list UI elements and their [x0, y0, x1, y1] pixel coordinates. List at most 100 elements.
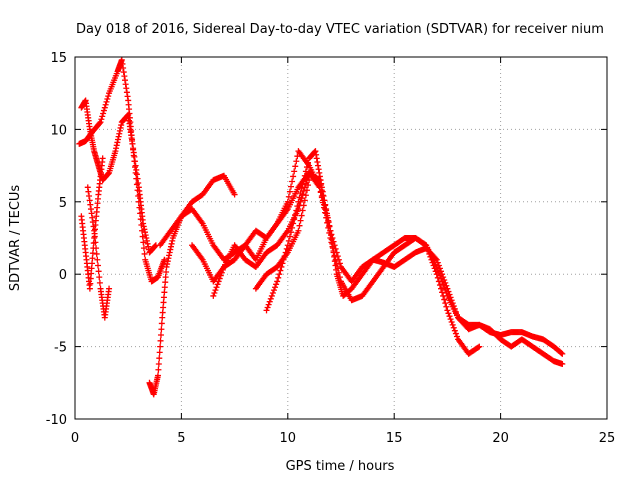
- data-point: [439, 289, 446, 296]
- data-point: [302, 192, 309, 199]
- x-tick-label: 0: [71, 431, 79, 446]
- data-point: [443, 282, 450, 289]
- data-point: [95, 268, 102, 275]
- data-point: [86, 285, 93, 292]
- data-point: [434, 274, 441, 281]
- data-point: [323, 210, 330, 217]
- data-point: [157, 343, 164, 350]
- series-track-3: [78, 155, 106, 292]
- series-track-5: [146, 172, 238, 398]
- x-tick-label: 20: [492, 431, 509, 446]
- series-track-2: [78, 97, 168, 285]
- y-axis-label: SDTVAR / TECUs: [8, 185, 23, 292]
- data-point: [452, 330, 459, 337]
- data-point: [139, 233, 146, 240]
- data-point: [134, 187, 141, 194]
- data-point: [295, 227, 302, 234]
- data-point: [327, 227, 334, 234]
- y-tick-label: 5: [59, 196, 67, 211]
- data-point: [137, 210, 144, 217]
- data-point: [93, 250, 100, 257]
- data-point: [336, 274, 343, 281]
- data-point: [286, 233, 293, 240]
- data-point: [453, 333, 460, 340]
- y-tick-label: 15: [50, 51, 67, 66]
- data-point: [132, 164, 139, 171]
- data-point: [265, 301, 272, 308]
- data-point: [305, 159, 312, 166]
- data-point: [300, 202, 307, 209]
- data-point: [96, 274, 103, 281]
- data-point: [161, 289, 168, 296]
- data-point: [159, 314, 166, 321]
- data-point: [155, 366, 162, 373]
- data-point: [558, 350, 565, 357]
- data-point: [336, 260, 343, 267]
- data-point: [93, 245, 100, 252]
- data-point: [325, 219, 332, 226]
- data-point: [276, 271, 283, 278]
- data-point: [287, 229, 294, 236]
- data-point: [216, 275, 223, 282]
- data-point: [154, 372, 161, 379]
- data-point: [270, 287, 277, 294]
- data-point: [88, 265, 95, 272]
- data-point: [436, 282, 443, 289]
- data-point: [102, 101, 109, 108]
- data-point: [292, 211, 299, 218]
- data-point: [290, 173, 297, 180]
- series-track-1: [76, 56, 159, 256]
- data-point: [156, 349, 163, 356]
- data-point: [277, 267, 284, 274]
- data-point: [161, 256, 168, 263]
- data-point: [100, 110, 107, 117]
- data-point: [89, 260, 96, 267]
- data-point: [130, 152, 137, 159]
- data-point: [295, 198, 302, 205]
- data-point: [135, 198, 142, 205]
- data-point: [302, 168, 309, 175]
- data-point: [89, 255, 96, 262]
- data-point: [333, 261, 340, 268]
- data-point: [156, 355, 163, 362]
- data-point: [162, 274, 169, 281]
- data-point: [293, 207, 300, 214]
- data-point: [269, 290, 276, 297]
- data-point: [97, 119, 104, 126]
- data-point: [323, 206, 330, 213]
- data-point: [297, 217, 304, 224]
- data-point: [275, 274, 282, 281]
- data-point: [434, 259, 441, 266]
- data-point: [272, 284, 279, 291]
- data-point: [290, 220, 297, 227]
- x-tick-label: 25: [599, 431, 616, 446]
- data-point: [105, 93, 112, 100]
- data-point: [88, 270, 95, 277]
- data-point: [453, 311, 460, 318]
- data-point: [299, 181, 306, 188]
- data-point: [451, 327, 458, 334]
- data-point: [435, 278, 442, 285]
- data-point: [211, 290, 218, 297]
- data-point: [303, 164, 310, 171]
- data-point: [301, 172, 308, 179]
- data-point: [559, 350, 566, 357]
- data-point: [447, 316, 454, 323]
- axis-ticks: 0 5 10 15 20 25 -10 -5 0 5 10 15: [46, 51, 616, 446]
- x-tick-label: 10: [280, 431, 297, 446]
- data-point: [162, 279, 169, 286]
- data-point: [94, 262, 101, 269]
- data-point: [445, 310, 452, 317]
- data-point: [432, 255, 439, 262]
- data-point: [285, 193, 292, 200]
- y-tick-label: 10: [50, 123, 67, 138]
- y-tick-label: -10: [46, 413, 67, 428]
- data-point: [431, 265, 438, 272]
- data-point: [157, 337, 164, 344]
- data-point: [140, 245, 147, 252]
- data-point: [99, 155, 106, 162]
- data-point: [438, 285, 445, 292]
- data-point: [92, 239, 99, 246]
- data-point: [96, 120, 103, 127]
- plot-frame: [74, 56, 608, 420]
